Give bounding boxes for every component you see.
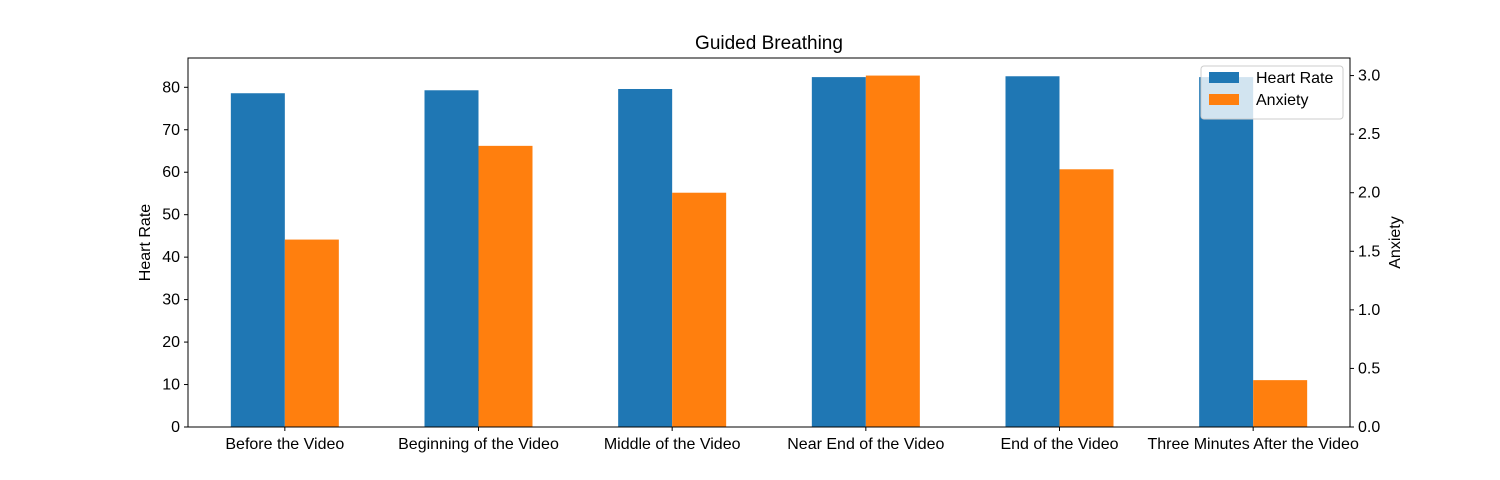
y2-axis-label: Anxiety [1387,216,1404,268]
bar-heart-rate-5 [1199,77,1254,428]
bar-heart-rate-4 [1005,76,1060,428]
bar-heart-rate-0 [230,93,285,427]
bars-layer [230,75,1308,428]
x-tick-label: Three Minutes After the Video [1147,436,1358,453]
bar-heart-rate-2 [618,88,673,428]
legend-label-anxiety: Anxiety [1256,92,1308,109]
bar-anxiety-0 [284,239,339,427]
y2-tick-label: 1.0 [1358,302,1380,319]
y2-tick-label: 1.5 [1358,243,1380,260]
plot-frame [187,57,1351,428]
x-tick-label: End of the Video [1000,436,1118,453]
bar-heart-rate-3 [811,77,866,428]
y-tick-label: 30 [162,292,180,309]
axes-layer: 0 10 20 30 40 50 60 70 80 0.0 0.5 1.0 1.5 2.0 2.5 3.0 Be… [162,57,1380,453]
y-tick-label: 80 [162,79,180,96]
y-tick-label: 40 [162,249,180,266]
legend-swatch-anxiety [1209,94,1239,105]
x-tick-label: Beginning of the Video [398,436,559,453]
y-tick-label: 70 [162,122,180,139]
y-tick-label: 0 [171,419,180,436]
y2-tick-label: 2.0 [1358,185,1380,202]
y2-tick-label: 0.0 [1358,419,1380,436]
legend-label-heart-rate: Heart Rate [1256,70,1333,87]
x-tick-label: Middle of the Video [604,436,741,453]
y-axis-label: Heart Rate [137,204,154,281]
bar-anxiety-4 [1059,169,1114,428]
y-tick-label: 60 [162,164,180,181]
bar-heart-rate-1 [424,90,479,427]
y-tick-label: 10 [162,377,180,394]
chart-title: Guided Breathing [695,33,843,54]
y-tick-label: 50 [162,207,180,224]
x-tick-label: Before the Video [225,436,344,453]
y2-tick-label: 2.5 [1358,126,1380,143]
x-tick-label: Near End of the Video [787,436,944,453]
y2-tick-label: 3.0 [1358,68,1380,85]
bar-anxiety-5 [1253,380,1308,427]
bar-anxiety-3 [865,75,920,428]
bar-anxiety-1 [478,145,533,427]
legend-swatch-heart-rate [1209,72,1239,83]
bar-anxiety-2 [672,192,727,427]
y-tick-label: 20 [162,334,180,351]
y2-tick-label: 0.5 [1358,360,1380,377]
legend: Heart Rate Anxiety [1200,65,1344,120]
